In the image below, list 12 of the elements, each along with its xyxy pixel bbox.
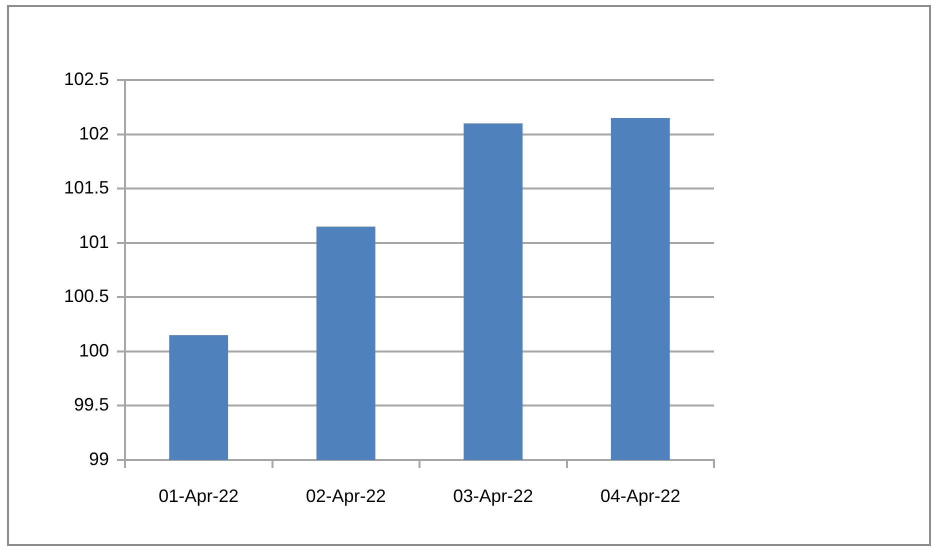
y-tick-label: 101 xyxy=(78,232,109,252)
y-tick-label: 99.5 xyxy=(74,394,109,415)
y-tick-label: 102.5 xyxy=(64,68,109,89)
x-tick-label: 03-Apr-22 xyxy=(453,486,534,506)
y-tick-label: 99 xyxy=(88,448,109,469)
y-tick-label: 101.5 xyxy=(64,178,109,198)
x-tick-label: 04-Apr-22 xyxy=(600,486,680,506)
x-tick-label: 01-Apr-22 xyxy=(158,486,239,506)
y-tick-label: 102 xyxy=(78,123,109,144)
x-tick-label: 02-Apr-22 xyxy=(306,486,386,506)
y-tick-label: 100 xyxy=(78,340,109,360)
y-tick-label: 100.5 xyxy=(64,286,109,306)
